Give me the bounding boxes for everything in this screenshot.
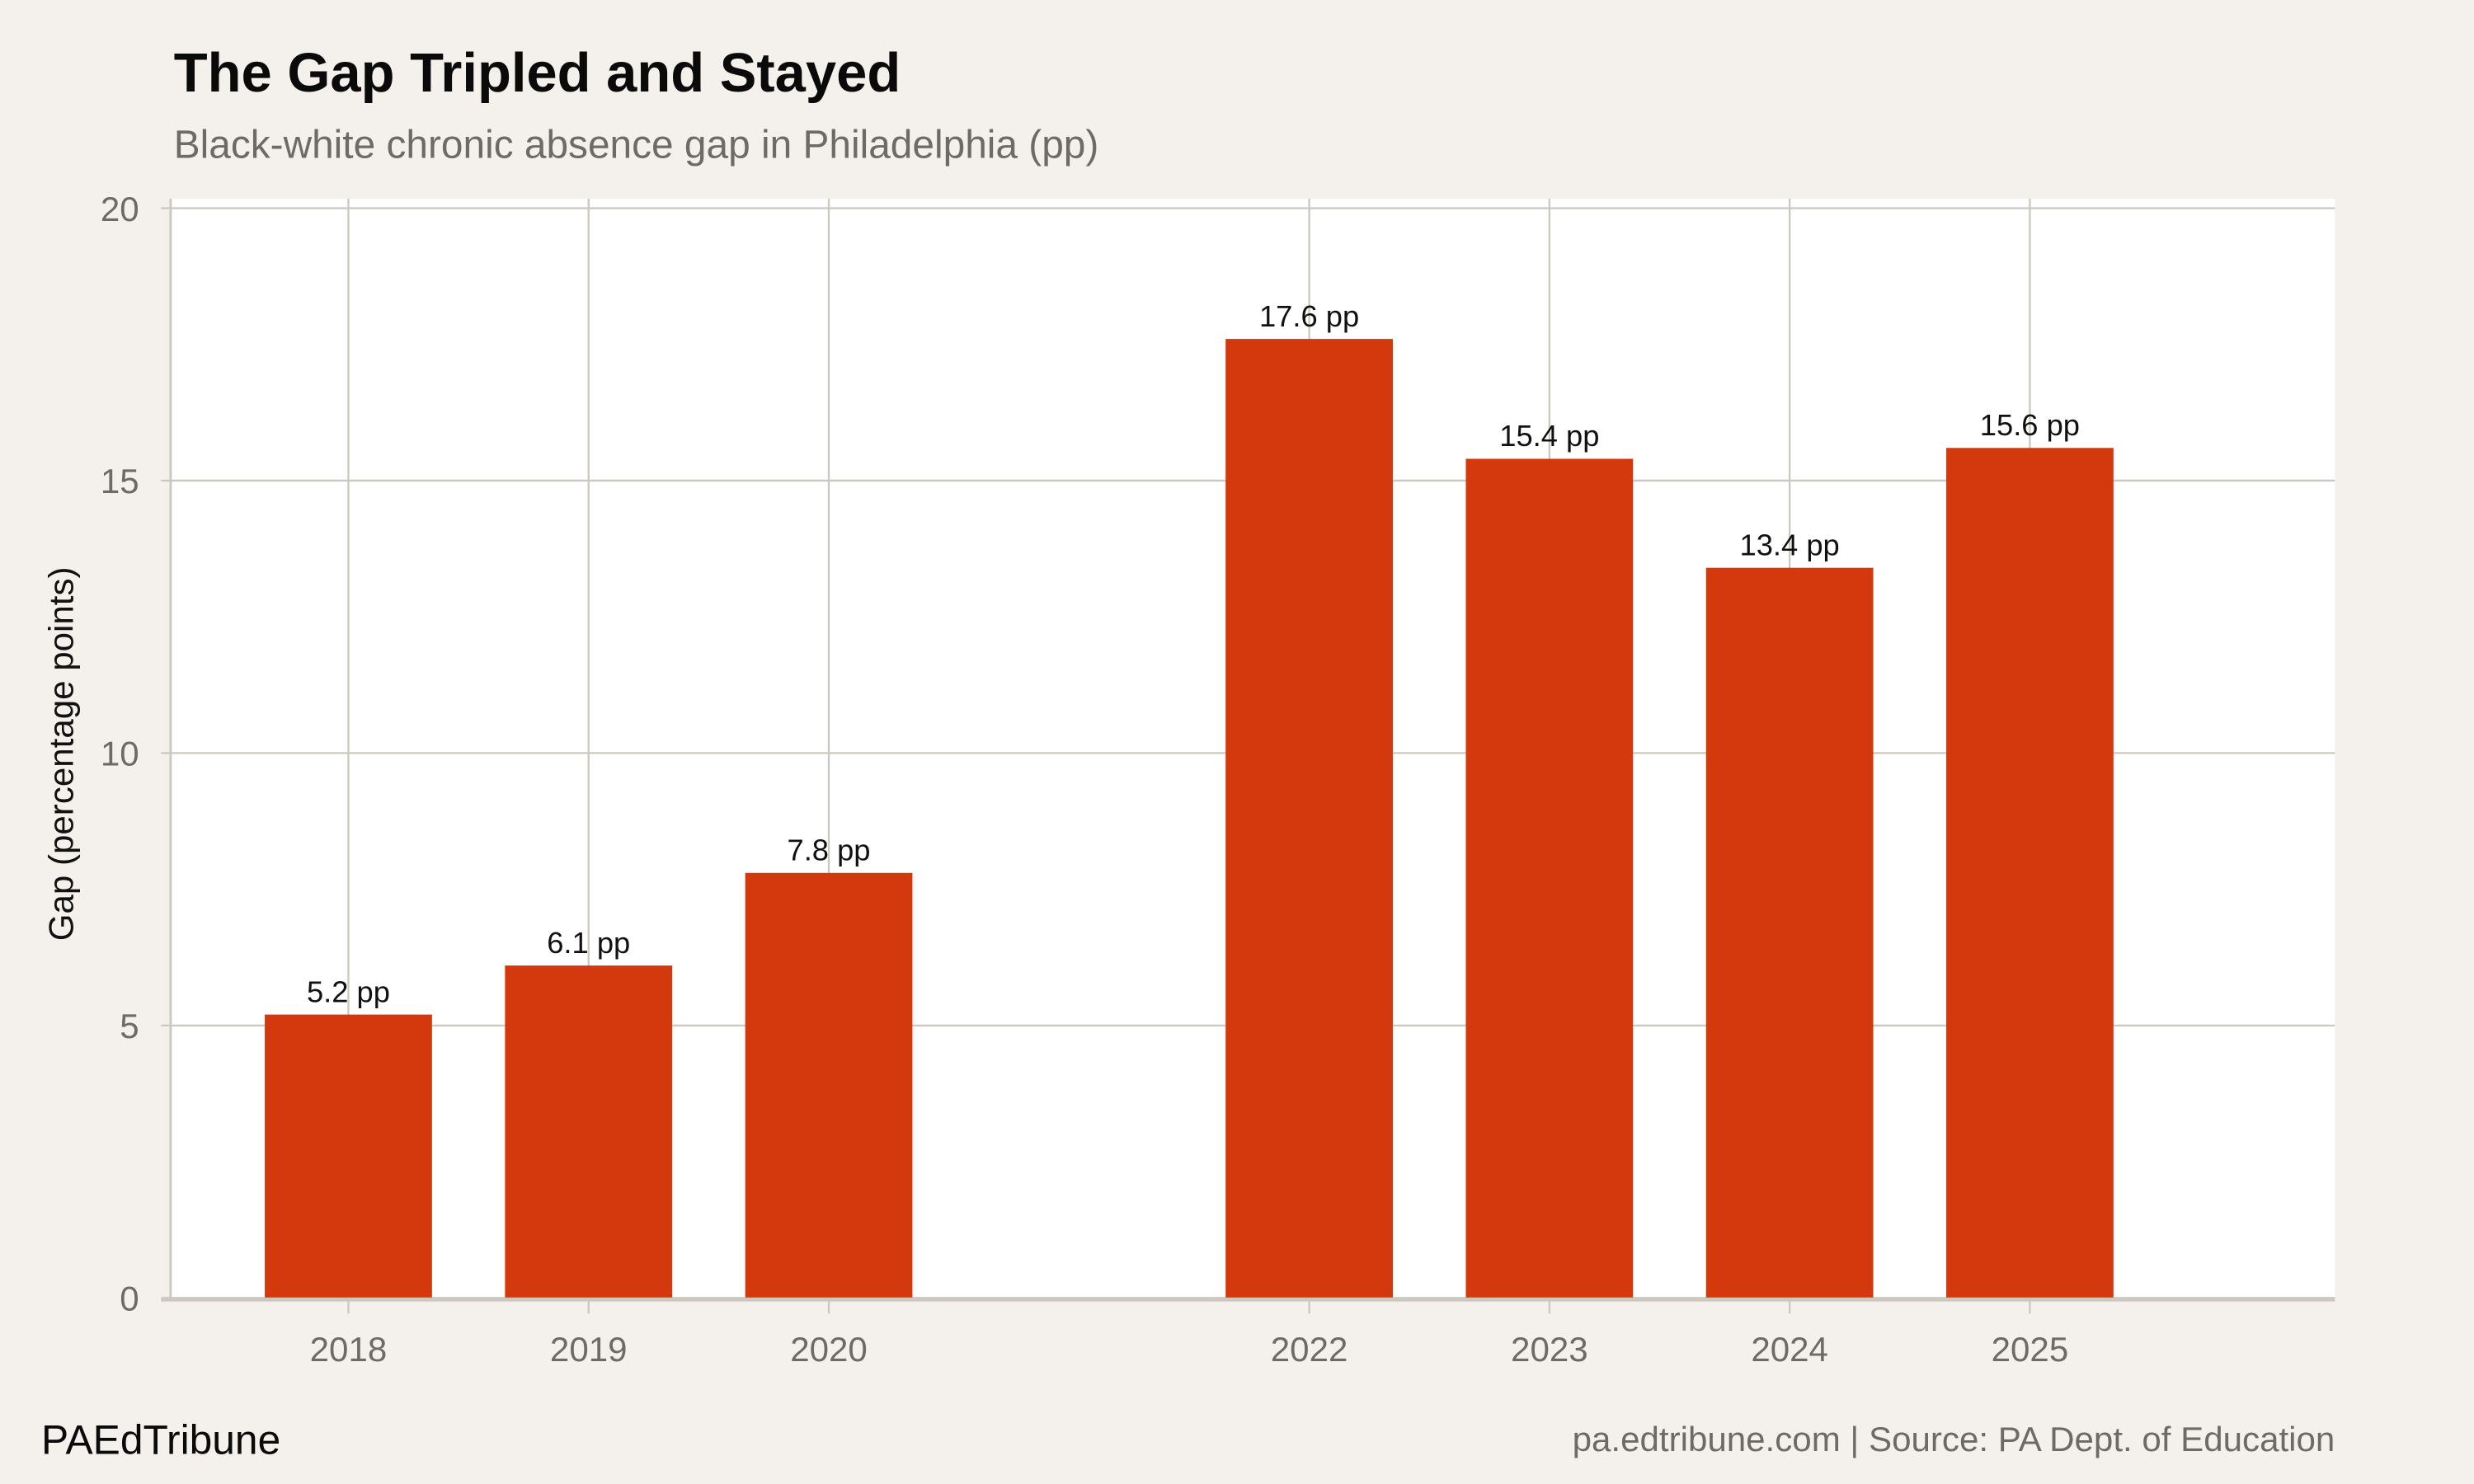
data-label-2025: 15.6 pp bbox=[1980, 408, 2080, 442]
bar-2019 bbox=[505, 965, 673, 1298]
x-tick-label: 2022 bbox=[1271, 1330, 1348, 1369]
x-tick-label: 2023 bbox=[1511, 1330, 1588, 1369]
data-label-2019: 6.1 pp bbox=[547, 926, 630, 960]
x-tick-label: 2025 bbox=[1992, 1330, 2069, 1369]
bar-2022 bbox=[1225, 339, 1393, 1298]
y-tick-label: 15 bbox=[101, 462, 139, 500]
bar-2018 bbox=[265, 1014, 432, 1298]
y-tick-label: 20 bbox=[101, 190, 139, 228]
x-tick-label: 2019 bbox=[550, 1330, 628, 1369]
bar-2025 bbox=[1946, 448, 2114, 1298]
x-tick-label: 2018 bbox=[310, 1330, 388, 1369]
data-label-2023: 15.4 pp bbox=[1499, 419, 1599, 453]
data-label-2024: 13.4 pp bbox=[1740, 528, 1840, 561]
bar-2024 bbox=[1705, 567, 1874, 1298]
bar-2020 bbox=[745, 872, 913, 1298]
y-tick-label: 5 bbox=[120, 1007, 139, 1045]
x-tick-label: 2024 bbox=[1751, 1330, 1828, 1369]
footer-brand: PAEdTribune bbox=[41, 1417, 280, 1463]
chart-subtitle: Black-white chronic absence gap in Phila… bbox=[174, 123, 1099, 167]
y-tick-label: 10 bbox=[101, 735, 139, 773]
data-label-2018: 5.2 pp bbox=[307, 974, 390, 1008]
data-label-2022: 17.6 pp bbox=[1259, 299, 1359, 333]
footer-source: pa.edtribune.com | Source: PA Dept. of E… bbox=[1573, 1420, 2335, 1458]
y-axis-label: Gap (percentage points) bbox=[41, 566, 80, 941]
y-tick-label: 0 bbox=[120, 1280, 139, 1318]
chart-title: The Gap Tripled and Stayed bbox=[174, 42, 901, 104]
bar-2023 bbox=[1465, 458, 1634, 1298]
x-tick-label: 2020 bbox=[790, 1330, 868, 1369]
data-label-2020: 7.8 pp bbox=[788, 833, 871, 866]
